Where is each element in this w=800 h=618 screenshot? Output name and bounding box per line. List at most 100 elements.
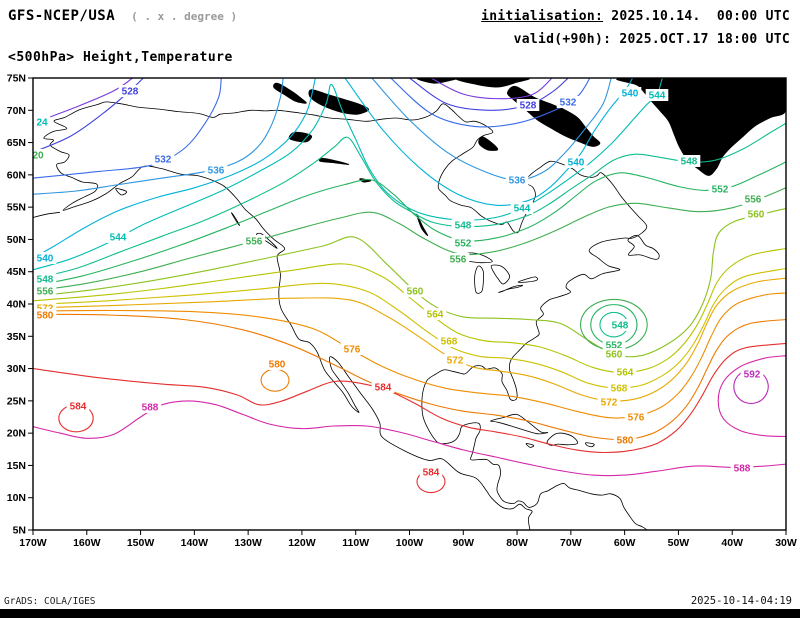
contour-label-bg bbox=[33, 309, 57, 321]
contour-label: 556 bbox=[450, 255, 467, 266]
contour-label-bg bbox=[510, 202, 534, 214]
contour-label: 552 bbox=[606, 341, 623, 352]
lat-tick-label: 10N bbox=[7, 492, 26, 504]
contour-label: 576 bbox=[344, 345, 361, 356]
contour-label-bg bbox=[744, 208, 768, 220]
lon-tick-label: 160W bbox=[73, 537, 101, 549]
contour-label: 580 bbox=[37, 311, 54, 322]
contour-label-bg bbox=[608, 319, 632, 331]
contour-label-bg bbox=[371, 381, 395, 393]
contour-ring-580 bbox=[260, 368, 290, 392]
contour-line-540 bbox=[344, 78, 634, 206]
init-label: initialisation: bbox=[481, 9, 604, 24]
contour-label: 560 bbox=[748, 210, 765, 221]
contour-label-bg bbox=[451, 219, 475, 231]
contour-label-bg bbox=[505, 174, 529, 186]
contour-label-bg bbox=[29, 149, 47, 161]
lon-tick-label: 80W bbox=[506, 537, 528, 549]
contour-line-524 bbox=[33, 78, 133, 124]
lon-tick-label: 150W bbox=[127, 537, 155, 549]
contour-label-bg bbox=[66, 400, 90, 412]
contour-line-548 bbox=[33, 122, 786, 280]
contour-line-564 bbox=[33, 247, 786, 374]
axes: 75N 70N 65N 60N 55N 50N 45N 40N 35N 30N 25N 20N 15N 1… bbox=[7, 73, 797, 550]
contour-label: 540 bbox=[37, 254, 54, 265]
contour-label: 544 bbox=[110, 233, 127, 244]
valid-value: 2025.OCT.17 18:00 UTC bbox=[611, 32, 790, 47]
contour-ring-556 bbox=[579, 298, 648, 351]
contour-label-bg bbox=[556, 96, 580, 108]
lat-tick-label: 15N bbox=[7, 460, 26, 472]
coastline-path bbox=[231, 212, 240, 226]
contour-label-bg bbox=[708, 183, 732, 195]
grads-credit: GrADS: COLA/IGES bbox=[4, 596, 96, 607]
contour-label-bg bbox=[33, 116, 51, 128]
contour-label-bg bbox=[613, 366, 637, 378]
contour-label-bg bbox=[419, 466, 443, 478]
contour-label: 584 bbox=[423, 468, 440, 479]
contour-label-bg bbox=[403, 285, 427, 297]
coastline-path bbox=[517, 276, 538, 283]
contour-line-576 bbox=[33, 292, 786, 419]
contour-line-532 bbox=[33, 78, 222, 179]
contour-label: 24 bbox=[36, 118, 48, 129]
contour-label: 528 bbox=[520, 101, 537, 112]
coastline-path bbox=[115, 187, 128, 196]
contour-line-528 bbox=[409, 78, 569, 111]
contour-label-bg bbox=[730, 462, 754, 474]
contour-label-bg bbox=[451, 237, 475, 249]
lon-tick-label: 50W bbox=[668, 537, 690, 549]
coastline-path bbox=[490, 413, 549, 435]
coastline-path bbox=[33, 211, 60, 218]
contour-label: 584 bbox=[70, 402, 87, 413]
contour-label-bg bbox=[645, 89, 669, 101]
lon-tick-label: 90W bbox=[452, 537, 474, 549]
contour-label: 20 bbox=[32, 151, 44, 162]
resolution-note: ( . x . degree ) bbox=[131, 10, 238, 23]
contour-label: 528 bbox=[122, 87, 139, 98]
contour-label: 544 bbox=[649, 91, 666, 102]
contour-label: 560 bbox=[606, 350, 623, 361]
lat-tick-label: 60N bbox=[7, 169, 26, 181]
contour-label-bg bbox=[33, 252, 57, 264]
valid-label: valid(+90h): bbox=[513, 32, 612, 47]
lat-tick-label: 40N bbox=[7, 299, 26, 311]
contour-label-bg bbox=[443, 354, 467, 366]
init-line: initialisation: 2025.10.14. 00:00 UTC bbox=[481, 5, 790, 28]
contour-label-bg bbox=[340, 343, 364, 355]
contour-label: 556 bbox=[37, 287, 54, 298]
contour-label: 552 bbox=[712, 185, 729, 196]
lat-tick-label: 50N bbox=[7, 234, 26, 246]
lon-tick-label: 30W bbox=[775, 537, 797, 549]
contour-label: 548 bbox=[37, 275, 54, 286]
contour-label-bg bbox=[204, 164, 228, 176]
coastline-path bbox=[416, 213, 429, 237]
lon-tick-label: 70W bbox=[560, 537, 582, 549]
coastline-path bbox=[455, 78, 530, 88]
coastline-path bbox=[585, 442, 595, 448]
coastline-path bbox=[256, 232, 278, 249]
lon-tick-label: 130W bbox=[234, 537, 262, 549]
contour-label: 564 bbox=[427, 310, 444, 321]
contour-label: 536 bbox=[208, 166, 225, 177]
contour-label: 548 bbox=[612, 321, 629, 332]
contour-label-bg bbox=[613, 434, 637, 446]
contour-label: 548 bbox=[681, 157, 698, 168]
valid-line: valid(+90h): 2025.OCT.17 18:00 UTC bbox=[481, 28, 790, 51]
lat-tick-label: 5N bbox=[13, 525, 26, 537]
contour-line-588 bbox=[717, 355, 786, 437]
lat-tick-label: 20N bbox=[7, 428, 26, 440]
contour-label: 568 bbox=[611, 384, 628, 395]
coastline-path bbox=[546, 432, 578, 446]
contour-label: 552 bbox=[455, 239, 472, 250]
contour-label: 548 bbox=[455, 221, 472, 232]
contour-label: 572 bbox=[447, 356, 464, 367]
contour-label-bg bbox=[624, 411, 648, 423]
contour-label: 568 bbox=[441, 337, 458, 348]
lon-tick-label: 120W bbox=[288, 537, 316, 549]
coastline-path bbox=[490, 264, 511, 285]
contour-line-544 bbox=[33, 78, 663, 271]
contour-line-568 bbox=[33, 267, 786, 389]
contour-label-bg bbox=[740, 368, 764, 380]
